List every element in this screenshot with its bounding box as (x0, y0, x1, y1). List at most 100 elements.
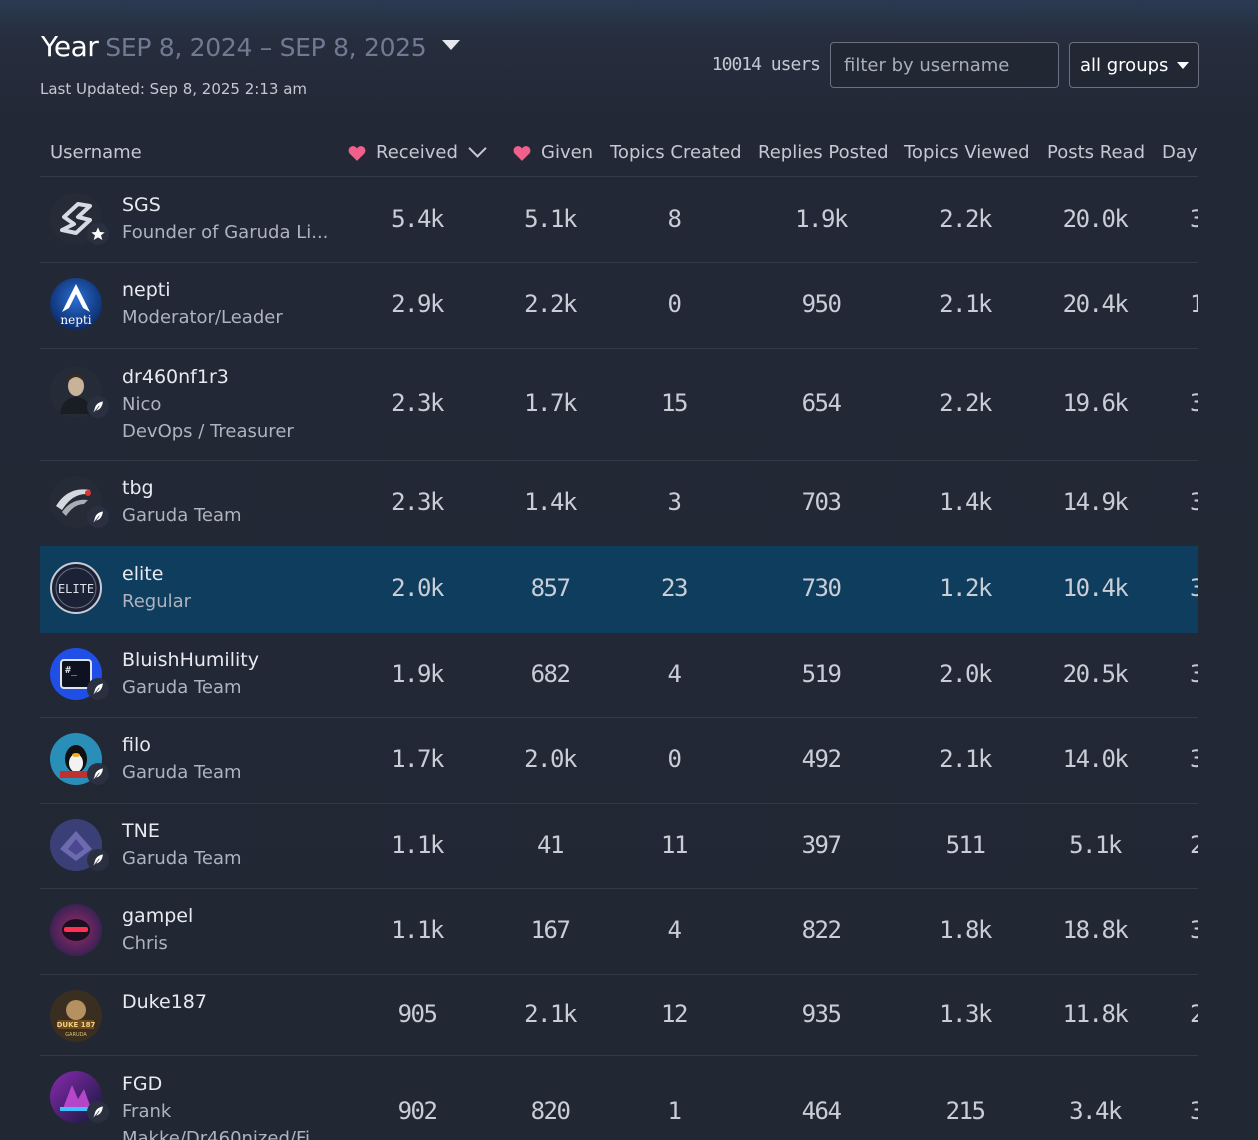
avatar-text: #_ (65, 665, 78, 676)
avatar[interactable] (50, 904, 102, 956)
user-info: BluishHumility Garuda Team (122, 647, 259, 701)
username-link[interactable]: tbg (122, 477, 154, 499)
user-info: dr460nf1r3 Nico DevOps / Treasurer (122, 364, 294, 445)
avatar[interactable]: DUKE 187 GARUDA (50, 990, 102, 1042)
period-dropdown-caret-icon[interactable] (442, 40, 461, 50)
posts-read: 19.6k (1062, 389, 1129, 417)
avatar-subtext: GARUDA (65, 1032, 87, 1038)
username-link[interactable]: filo (122, 734, 151, 756)
column-replies-posted[interactable]: Replies Posted (758, 142, 889, 163)
topics-created: 12 (661, 1000, 688, 1028)
table-row: gampel Chris 1.1k 167 4 822 1.8k 18.8k 3 (40, 888, 1198, 975)
username-link[interactable]: gampel (122, 905, 194, 927)
posts-read: 14.9k (1062, 488, 1129, 516)
user-title: Regular (122, 591, 192, 612)
posts-read: 20.5k (1062, 660, 1129, 688)
topics-viewed: 2.2k (939, 389, 992, 417)
avatar-text: ELITE (58, 582, 94, 596)
posts-read: 20.0k (1062, 205, 1129, 233)
topics-created: 3 (667, 488, 682, 516)
likes-received: 2.3k (391, 488, 444, 516)
replies-posted: 822 (801, 916, 842, 944)
column-topics-viewed-label: Topics Viewed (904, 142, 1030, 163)
username-link[interactable]: dr460nf1r3 (122, 366, 229, 388)
column-received-label: Received (376, 142, 458, 163)
user-full-name: Chris (122, 933, 168, 954)
topics-viewed: 2.1k (939, 745, 992, 773)
replies-posted: 730 (801, 574, 842, 602)
column-topics-created[interactable]: Topics Created (610, 142, 742, 163)
username-link[interactable]: SGS (122, 194, 161, 216)
days-visited: 3 (1190, 916, 1198, 944)
replies-posted: 1.9k (795, 205, 848, 233)
star-icon (87, 223, 109, 245)
user-info: tbg Garuda Team (122, 475, 242, 529)
likes-given: 1.4k (524, 488, 577, 516)
table-row: nepti nepti Moderator/Leader 2.9k 2.2k 0… (40, 262, 1198, 349)
topics-created: 1 (667, 1097, 682, 1125)
table-row: filo Garuda Team 1.7k 2.0k 0 492 2.1k 14… (40, 717, 1198, 804)
topics-viewed: 1.3k (939, 1000, 992, 1028)
likes-received: 2.3k (391, 389, 444, 417)
likes-given: 2.1k (524, 1000, 577, 1028)
avatar[interactable]: nepti (50, 278, 102, 330)
likes-received: 902 (397, 1097, 438, 1125)
user-info: nepti Moderator/Leader (122, 277, 283, 331)
avatar[interactable]: ELITE (50, 562, 102, 614)
username-link[interactable]: nepti (122, 279, 171, 301)
username-link[interactable]: TNE (122, 820, 160, 842)
topics-created: 15 (661, 389, 688, 417)
table-row: #_ BluishHumility Garuda Team 1.9k 682 4… (40, 632, 1198, 718)
column-days-label: Days (1162, 142, 1198, 163)
column-received[interactable]: Received (348, 139, 487, 163)
period-range: SEP 8, 2024 – SEP 8, 2025 (105, 33, 427, 62)
username-link[interactable]: Duke187 (122, 991, 207, 1013)
username-link[interactable]: elite (122, 563, 164, 585)
avatar-text: DUKE 187 (57, 1021, 96, 1029)
user-info: SGS Founder of Garuda Li... (122, 192, 328, 246)
group-select[interactable]: all groups (1069, 42, 1199, 88)
column-given-label: Given (541, 142, 594, 163)
table-row: dr460nf1r3 Nico DevOps / Treasurer 2.3k … (40, 348, 1198, 461)
user-info: TNE Garuda Team (122, 818, 242, 872)
user-info: filo Garuda Team (122, 732, 242, 786)
user-title: Garuda Team (122, 677, 242, 698)
table-row-current-user: ELITE elite Regular 2.0k 857 23 730 1.2k… (40, 546, 1198, 633)
topics-created: 11 (661, 831, 688, 859)
topics-created: 4 (667, 916, 682, 944)
days-visited: 3 (1190, 389, 1198, 417)
column-given[interactable]: Given (513, 142, 593, 163)
column-days[interactable]: Days (1162, 142, 1198, 163)
likes-given: 682 (530, 660, 571, 688)
replies-posted: 950 (801, 290, 842, 318)
likes-given: 41 (537, 831, 564, 859)
directory-table: Username Received Given Topics Created R… (40, 130, 1198, 1140)
feather-icon (87, 1101, 109, 1123)
column-posts-read[interactable]: Posts Read (1047, 142, 1145, 163)
replies-posted: 397 (801, 831, 842, 859)
likes-received: 1.9k (391, 660, 444, 688)
topics-viewed: 2.0k (939, 660, 992, 688)
feather-icon (87, 396, 109, 418)
likes-given: 820 (530, 1097, 571, 1125)
replies-posted: 703 (801, 488, 842, 516)
topics-viewed: 2.2k (939, 205, 992, 233)
filter-username-input[interactable] (830, 42, 1059, 88)
user-info: Duke187 (122, 989, 207, 1016)
user-info: gampel Chris (122, 903, 193, 957)
table-row: SGS Founder of Garuda Li... 5.4k 5.1k 8 … (40, 177, 1198, 263)
username-link[interactable]: FGD (122, 1073, 163, 1095)
topics-viewed: 1.2k (939, 574, 992, 602)
replies-posted: 654 (801, 389, 842, 417)
username-link[interactable]: BluishHumility (122, 649, 259, 671)
days-visited: 3 (1190, 745, 1198, 773)
posts-read: 10.4k (1062, 574, 1129, 602)
replies-posted: 492 (801, 745, 842, 773)
column-username[interactable]: Username (50, 142, 142, 163)
column-topics-created-label: Topics Created (610, 142, 742, 163)
column-replies-posted-label: Replies Posted (758, 142, 889, 163)
column-topics-viewed[interactable]: Topics Viewed (904, 142, 1030, 163)
column-posts-read-label: Posts Read (1047, 142, 1145, 163)
posts-read: 20.4k (1062, 290, 1129, 318)
group-select-label: all groups (1080, 54, 1169, 76)
